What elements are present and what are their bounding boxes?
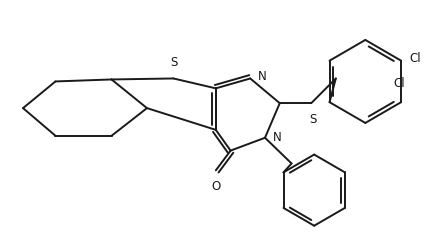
Text: S: S	[310, 113, 317, 126]
Text: Cl: Cl	[409, 52, 421, 65]
Text: O: O	[211, 180, 220, 193]
Text: N: N	[273, 131, 282, 144]
Text: Cl: Cl	[393, 77, 405, 90]
Text: S: S	[170, 56, 177, 69]
Text: N: N	[258, 70, 267, 83]
